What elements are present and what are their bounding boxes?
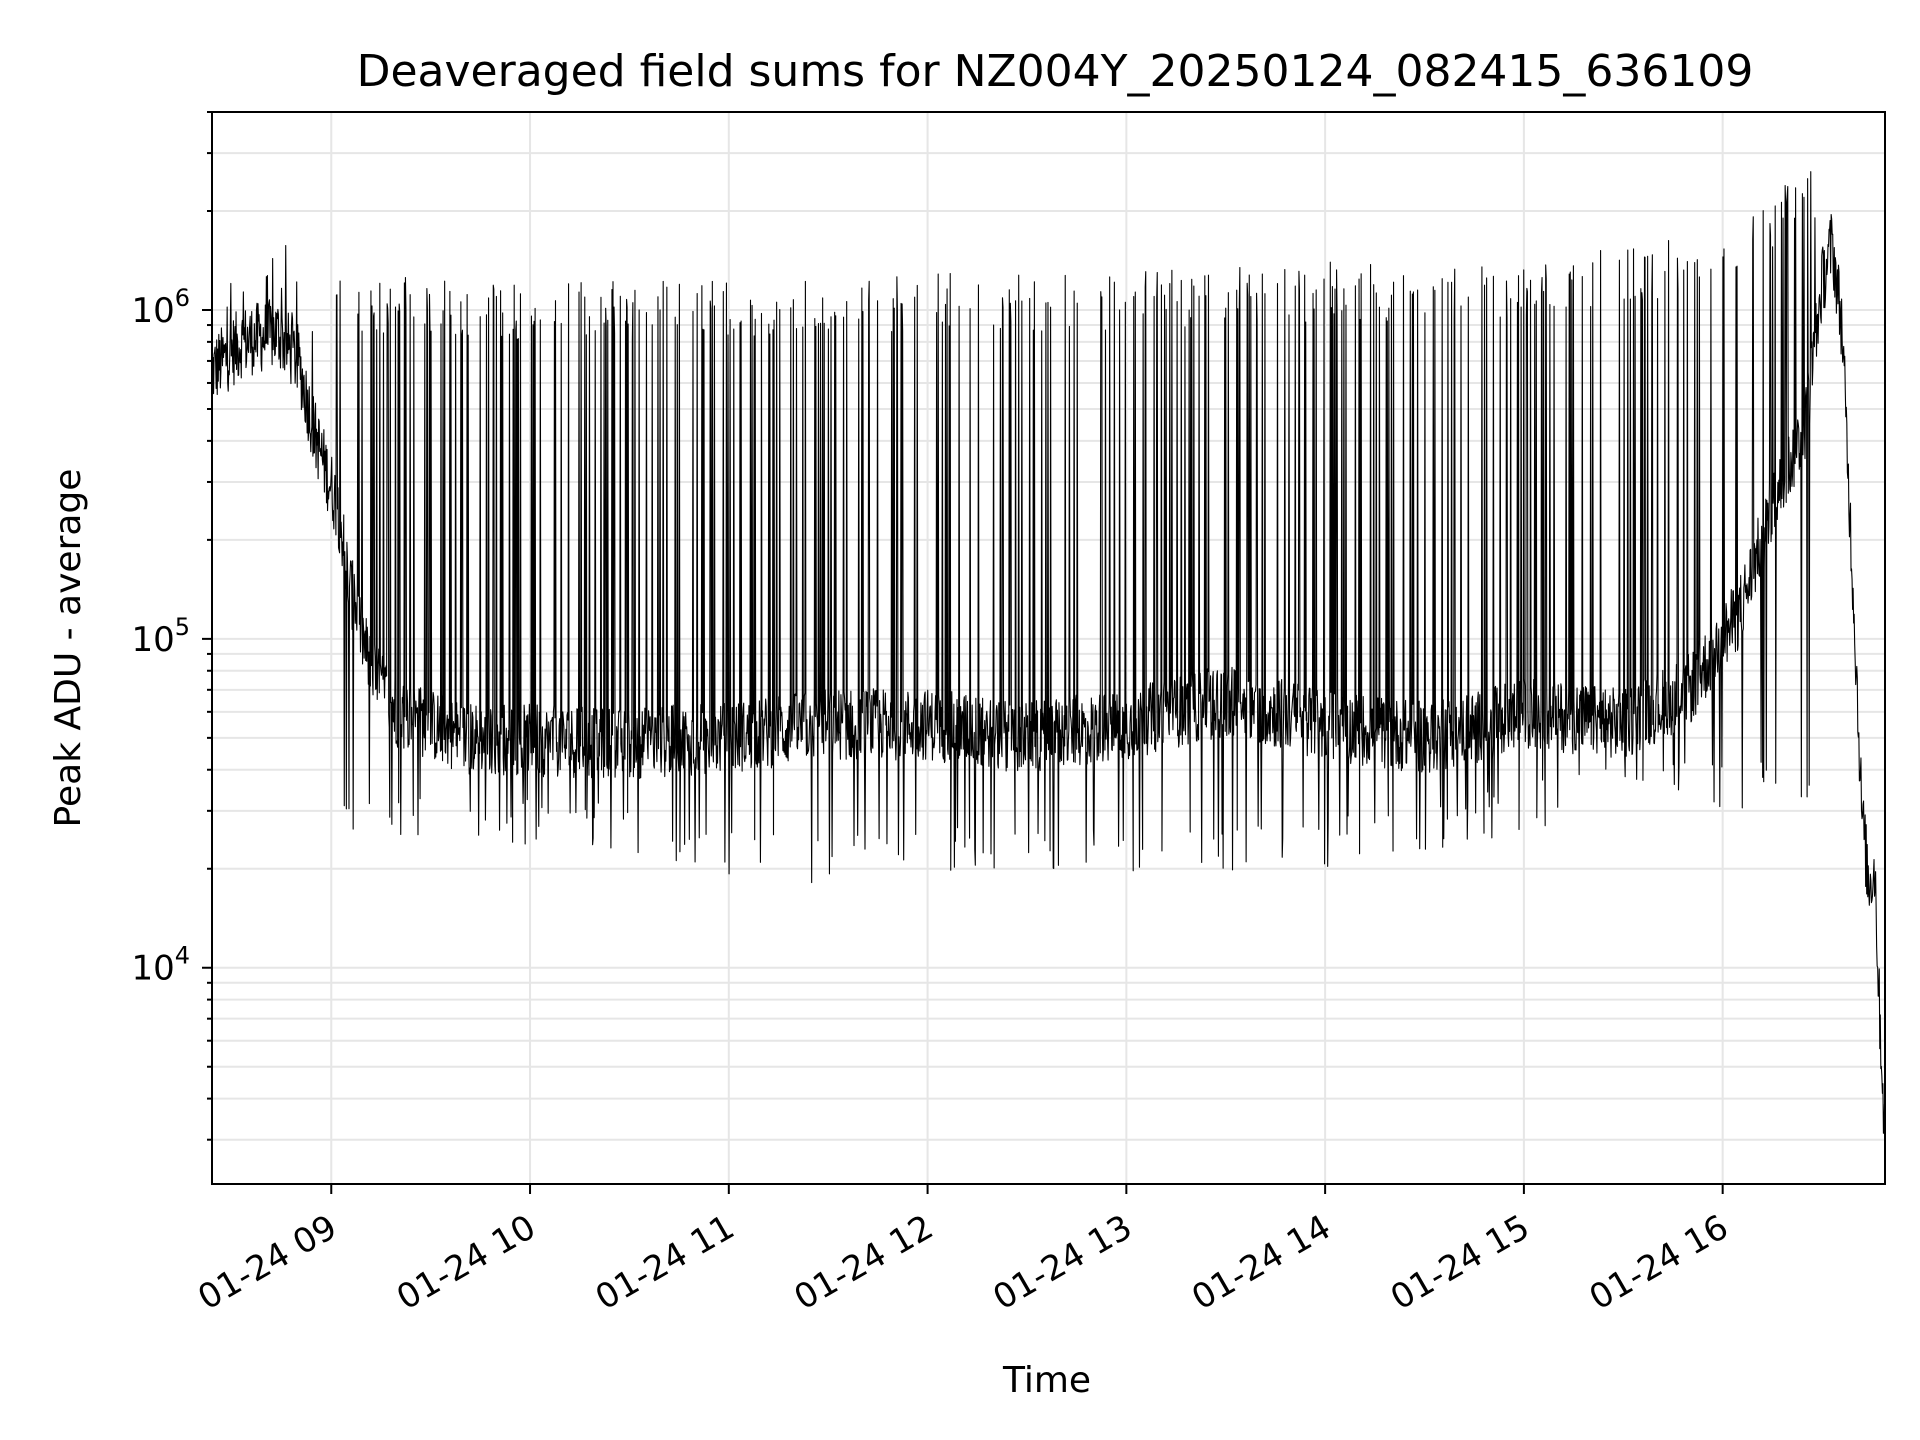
y-tick-label: 106	[131, 284, 190, 331]
y-axis: 104 105 106	[131, 111, 212, 1141]
x-axis-label: Time	[1002, 1360, 1091, 1401]
y-axis-label: Peak ADU - average	[48, 469, 89, 828]
plot-frame	[211, 111, 1886, 1185]
y-tick-label: 104	[131, 942, 190, 989]
series-line	[211, 171, 1886, 1134]
series-layer	[211, 171, 1886, 1134]
y-tick-label: 105	[131, 613, 190, 660]
chart-title: Deaveraged field sums for NZ004Y_2025012…	[357, 46, 1754, 97]
